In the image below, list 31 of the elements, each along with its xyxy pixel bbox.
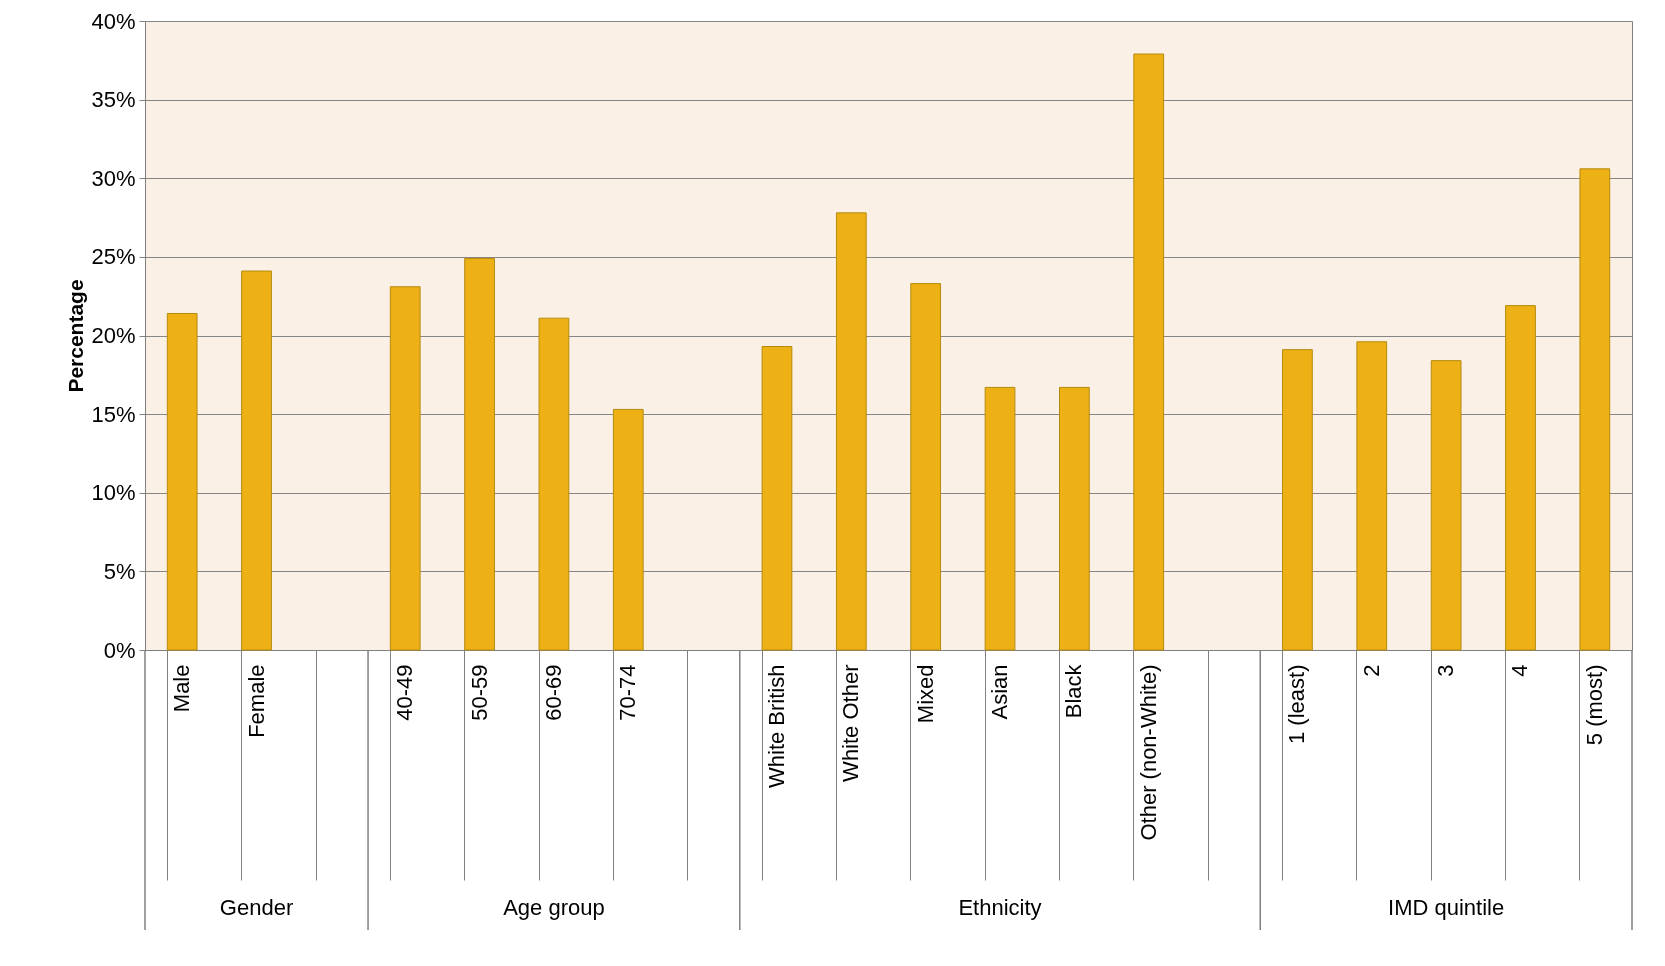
y-tick-label: 15% bbox=[91, 401, 136, 427]
y-tick-label: 25% bbox=[91, 244, 136, 270]
y-tick-label: 35% bbox=[91, 87, 136, 113]
x-tick-label: 70-74 bbox=[615, 664, 641, 721]
y-tick-label: 30% bbox=[91, 165, 136, 191]
x-tick-label: Male bbox=[169, 664, 195, 713]
x-tick-label: 50-59 bbox=[466, 664, 492, 721]
y-tick-label: 5% bbox=[103, 558, 136, 584]
y-tick-label: 0% bbox=[103, 637, 136, 663]
x-tick-label: Other (non-White) bbox=[1135, 664, 1161, 841]
text: Ethnicity bbox=[958, 895, 1042, 920]
x-tick-label: 40-49 bbox=[392, 664, 418, 721]
x-tick-label: White British bbox=[763, 664, 789, 788]
x-tick-label: Female bbox=[243, 664, 269, 738]
x-tick-label: White Other bbox=[838, 664, 864, 782]
x-tick-label: 4 bbox=[1507, 664, 1533, 677]
y-tick-label: 20% bbox=[91, 323, 136, 348]
x-tick-label: 1 (least) bbox=[1284, 664, 1310, 744]
x-tick-label: Mixed bbox=[912, 664, 938, 724]
x-tick-label: 5 (most) bbox=[1581, 664, 1607, 746]
y-tick-label: 10% bbox=[91, 480, 136, 506]
x-tick-label: 2 bbox=[1358, 664, 1384, 677]
x-tick-label: Asian bbox=[987, 664, 1013, 720]
x-tick-label: 60-69 bbox=[540, 664, 566, 721]
x-tick-label: Black bbox=[1061, 663, 1087, 719]
y-tick-label: 40% bbox=[91, 8, 136, 34]
text: Gender bbox=[219, 895, 294, 920]
text: IMD quintile bbox=[1388, 895, 1505, 920]
y-axis-title: Percentage bbox=[64, 279, 88, 393]
x-tick-label: 3 bbox=[1433, 664, 1459, 677]
text: Age group bbox=[503, 895, 605, 920]
